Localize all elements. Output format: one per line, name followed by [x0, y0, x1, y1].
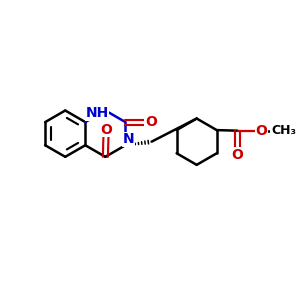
Text: O: O	[100, 122, 112, 136]
Text: O: O	[255, 124, 267, 138]
Text: O: O	[232, 148, 244, 162]
Text: O: O	[145, 115, 157, 129]
Text: NH: NH	[85, 106, 109, 120]
Text: CH₃: CH₃	[271, 124, 296, 137]
Text: N: N	[123, 132, 135, 146]
